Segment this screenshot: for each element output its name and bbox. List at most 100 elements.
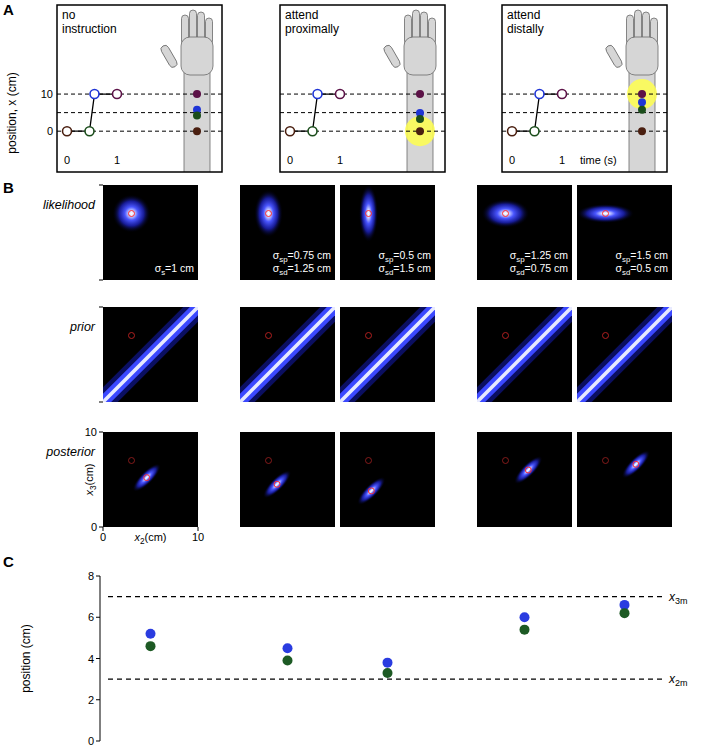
y-tick [99,280,103,281]
heatmap [340,432,435,527]
y-tick-label: 0 [88,735,94,747]
measurement-marker [266,458,272,464]
panel-a-plot [57,10,222,172]
heatmap-background [577,185,672,280]
label-rest: (cm) [83,463,95,485]
title-line: distally [507,22,544,36]
prior-band [577,307,672,402]
trajectory-line [512,94,562,131]
trajectory-line [290,94,340,131]
stimulus-marker [508,127,517,136]
arm-drawing [605,10,658,172]
label-rest: (cm) [145,531,167,543]
label-rest: =0.75 cm [288,249,332,261]
title-line: proximally [285,22,339,36]
label-subscript: 2m [675,678,688,688]
prior-band [477,307,572,402]
arm-drawing [160,10,213,172]
arm-dot [193,90,201,98]
heatmap-background [240,432,335,527]
prior-band [240,307,335,402]
y-tick-label: 10 [85,426,97,438]
prior-band [477,307,572,402]
sigma-label: σsd=1.5 cm [379,262,432,277]
prior-band [340,307,435,402]
x-tick-label: 0 [64,154,70,166]
sigma-label: σsd=0.75 cm [510,262,569,277]
heatmap-background [477,432,572,527]
prior-band [577,307,672,402]
heatmap [103,432,198,527]
panel-frame [502,5,667,172]
stimulus-marker [308,127,317,136]
measurement-marker [366,458,372,464]
x-tick-label: 0 [100,531,106,543]
posterior-mean-marker [525,467,531,473]
y-axis-label: x3(cm) [83,463,98,496]
heatmap [577,307,672,402]
measurement-marker [266,333,272,339]
measurement-marker [129,211,135,217]
label-subscript: sd [516,268,524,277]
scatter-point [383,668,393,678]
y-tick [96,741,100,742]
y-tick [99,432,103,433]
posterior-mean-marker [633,461,639,467]
x-tick-label: 10 [192,531,204,543]
reference-line [108,679,665,680]
label-rest: =1.25 cm [288,262,332,274]
label-rest: =1.25 cm [525,249,569,261]
panel-frame [280,5,445,172]
heatmap [103,185,198,280]
scatter-point [146,629,156,639]
posterior-mean-marker [144,475,150,481]
title-line: no [62,8,76,22]
title-line: attend [507,8,540,22]
stimulus-marker [530,127,539,136]
likelihood-blob [577,204,634,223]
x-tick-label: 0 [509,154,515,166]
scatter-point [383,658,393,668]
stimulus-marker [558,90,567,99]
reference-label: x3m [668,590,688,606]
label-subscript: 3m [675,596,688,606]
sigma-label: σsd=0.5 cm [616,262,669,277]
heatmap [477,432,572,527]
y-tick [99,185,103,186]
heatmap [477,185,572,280]
x-tick-label: 1 [337,154,343,166]
measurement-marker [503,458,509,464]
arm-drawing [383,10,436,172]
row-label: posterior [45,445,95,459]
x-axis-label: time (s) [580,154,617,166]
label-rest: =0.5 cm [630,262,668,274]
heatmap-background [240,185,335,280]
measurement-marker [603,333,609,339]
likelihood-blob [254,190,283,238]
panel-label: C [3,553,14,570]
y-tick [96,576,100,577]
thumb [605,44,624,69]
sigma-label: σsd=1.25 cm [273,262,332,277]
prior-band [103,307,198,402]
y-axis-label: position (cm) [19,624,33,693]
scatter-point [283,643,293,653]
arm-dot [638,127,646,135]
heatmap [240,307,335,402]
arm-dot [416,90,424,98]
panel-frame [57,5,222,172]
y-tick [96,699,100,700]
panel-title: attendproximally [285,8,339,36]
stimulus-marker [113,90,122,99]
panel-label: A [3,1,14,18]
posterior-mean-marker [368,488,374,494]
forearm [184,67,210,172]
scatter-point [520,625,530,635]
heatmap [240,432,335,527]
sigma-label: σs=1 cm [155,262,195,277]
heatmap-background [340,432,435,527]
prior-band [577,307,672,402]
scatter-points [146,600,630,678]
label-rest: =1 cm [165,262,194,274]
y-tick-label: 2 [88,694,94,706]
